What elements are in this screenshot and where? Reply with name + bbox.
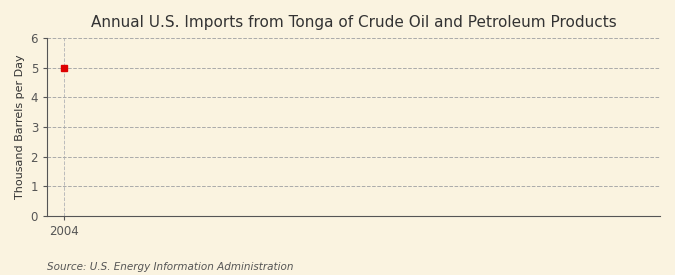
Title: Annual U.S. Imports from Tonga of Crude Oil and Petroleum Products: Annual U.S. Imports from Tonga of Crude … [90, 15, 616, 30]
Y-axis label: Thousand Barrels per Day: Thousand Barrels per Day [15, 55, 25, 199]
Text: Source: U.S. Energy Information Administration: Source: U.S. Energy Information Administ… [47, 262, 294, 272]
